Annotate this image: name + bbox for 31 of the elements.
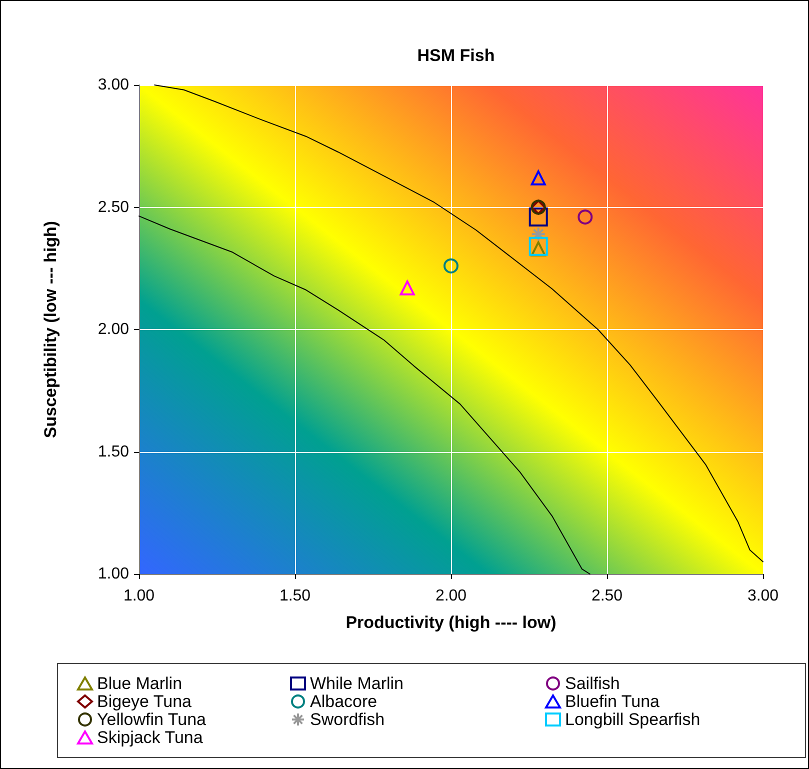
y-tick-label: 2.00 [98,321,130,338]
point [530,170,546,186]
y-tick-label: 1.50 [98,443,130,460]
point [530,226,546,242]
y-tick-label: 3.00 [98,76,130,94]
point [444,258,458,274]
y-tick-label: 2.50 [98,198,130,216]
point [528,208,548,227]
point [578,210,593,225]
y-tick-label: 1.00 [98,566,130,582]
legend-label: Albacore [310,692,378,711]
x-tick-label: 1.00 [123,588,155,604]
x-axis-title: Productivity (high ---- low) [346,613,556,632]
x-tick-label: 3.00 [747,588,779,604]
legend-label: Bluefin Tuna [565,692,660,711]
point [400,280,415,296]
legend-label: Yellowfin Tuna [97,710,207,729]
legend-label: Skipjack Tuna [97,728,204,747]
chart-title: HSM Fish [417,46,495,65]
legend-label: Blue Marlin [97,674,182,693]
point [528,236,548,256]
legend-label: Swordfish [310,710,385,729]
legend-label: Bigeye Tuna [97,692,192,711]
legend-label: Longbill Spearfish [565,710,700,729]
line-series [138,216,590,574]
y-axis-title: Susceptibility (low --- high) [41,220,60,438]
x-tick-label: 2.00 [435,588,467,604]
x-tick-label: 2.50 [591,588,623,604]
x-tick-label: 1.50 [279,588,311,604]
legend-label: Sailfish [565,674,620,693]
legend-label: While Marlin [310,674,404,693]
